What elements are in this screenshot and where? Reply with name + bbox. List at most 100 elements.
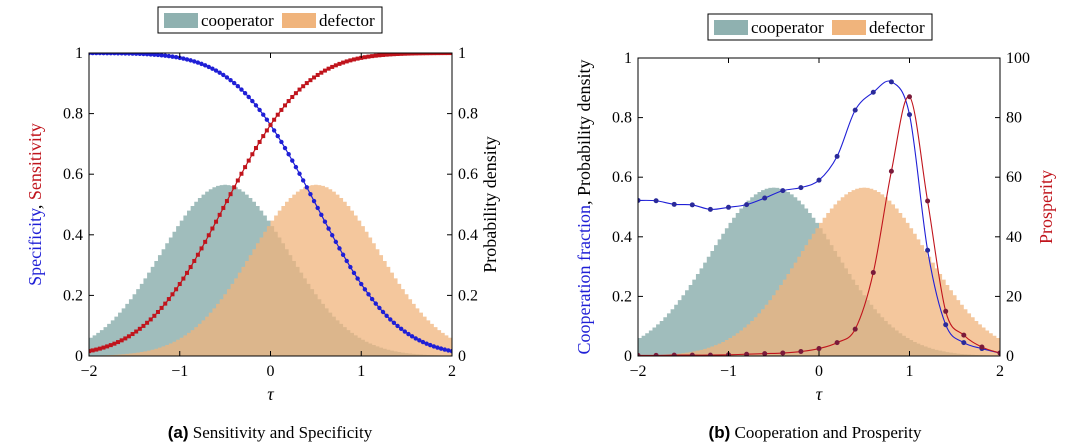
cooperation-fraction-point [762, 195, 768, 201]
sensitivity-point [450, 53, 452, 56]
sensitivity-point [344, 59, 349, 64]
sensitivity-point [195, 252, 200, 257]
y-right-tick-label: 0.4 [458, 227, 478, 244]
sensitivity-point [348, 58, 353, 63]
specificity-point [206, 64, 211, 70]
sensitivity-point [235, 178, 240, 183]
sensitivity-point [90, 348, 95, 353]
specificity-point [253, 103, 259, 108]
cooperation-fraction-point [852, 107, 858, 113]
specificity-point [166, 53, 172, 59]
sensitivity-point [126, 334, 131, 339]
specificity-point [250, 98, 255, 104]
prosperity-point [870, 270, 876, 276]
y-left-tick-label: 0.8 [63, 106, 83, 123]
specificity-point [377, 305, 382, 311]
sensitivity-point [232, 185, 237, 190]
specificity-point [97, 53, 103, 56]
prosperity-point [979, 344, 985, 350]
sensitivity-point [275, 112, 280, 117]
specificity-point [257, 107, 262, 113]
plot-area [638, 79, 1000, 356]
y-right-tick-label: 0.6 [458, 166, 478, 183]
specificity-point [373, 301, 378, 306]
legend-swatch-defector [832, 20, 866, 35]
specificity-point [152, 53, 157, 57]
specificity-point [300, 178, 306, 183]
y-right-tick-label: 0 [458, 348, 466, 365]
cooperation-fraction-point [943, 322, 949, 328]
sensitivity-point [381, 53, 386, 57]
legend-label-cooperator: cooperator [751, 18, 824, 37]
specificity-point [159, 53, 164, 58]
sensitivity-point [134, 329, 139, 334]
sensitivity-point [333, 63, 338, 68]
specificity-point [235, 84, 241, 89]
specificity-point [322, 219, 328, 224]
y-right-axis-label: Probability density [480, 136, 500, 273]
specificity-point [90, 53, 95, 56]
y-left-label-sep: , [574, 196, 594, 205]
specificity-point [246, 94, 251, 100]
specificity-point [304, 185, 309, 190]
sensitivity-point [268, 122, 273, 127]
specificity-point [384, 313, 389, 319]
sensitivity-point [145, 320, 150, 325]
cooperation-fraction-point [834, 153, 840, 159]
cooperation-fraction-point [870, 89, 876, 95]
x-tick-label: −1 [720, 363, 737, 380]
sensitivity-point [105, 344, 110, 349]
specificity-point [232, 80, 237, 86]
prosperity-point [798, 349, 804, 355]
prosperity-point [961, 332, 967, 338]
sensitivity-point [297, 87, 302, 92]
specificity-point [431, 344, 437, 349]
y-left-label-part2: Probability density [574, 60, 594, 197]
y-left-label-part1: Specificity [25, 208, 45, 286]
x-tick-label: 1 [906, 363, 914, 380]
specificity-point [406, 331, 411, 337]
specificity-point [213, 68, 219, 73]
legend-swatch-cooperator [714, 20, 748, 35]
sensitivity-point [362, 55, 367, 60]
prosperity-point [834, 340, 840, 346]
sensitivity-point [388, 53, 393, 57]
y-left-axis-label: Specificity, Sensitivity [25, 123, 45, 286]
specificity-point [228, 77, 233, 83]
cooperation-fraction-point [707, 206, 713, 212]
specificity-point [279, 139, 284, 145]
prosperity-point [943, 308, 949, 314]
sensitivity-point [177, 282, 182, 287]
specificity-point [170, 54, 175, 59]
specificity-point [155, 53, 161, 58]
sensitivity-point [163, 301, 168, 306]
sensitivity-point [283, 103, 288, 108]
y-right-tick-label: 60 [1006, 169, 1022, 186]
prosperity-point [653, 352, 659, 356]
x-tick-label: 2 [448, 363, 456, 380]
panel-caption: (a) Sensitivity and Specificity [168, 423, 373, 442]
specificity-point [181, 56, 186, 61]
legend: cooperator defector [157, 6, 383, 34]
specificity-point [369, 296, 375, 302]
specificity-point [210, 66, 215, 71]
prosperity-point [907, 94, 912, 100]
legend-label-defector: defector [319, 11, 375, 30]
chart-panel-a: −2 −1 0 1 200.20.40.60.8100.20.40.60.81τSpec… [25, 6, 500, 442]
specificity-point [395, 323, 400, 329]
specificity-point [184, 57, 190, 62]
specificity-point [94, 53, 99, 56]
sensitivity-point [395, 53, 400, 57]
defector-density-area [638, 187, 1000, 356]
y-left-tick-label: 0.6 [612, 169, 632, 186]
sensitivity-point [239, 171, 244, 176]
caption-text: Cooperation and Prosperity [730, 423, 922, 442]
specificity-point [435, 345, 440, 350]
y-left-tick-label: 0.4 [612, 229, 632, 246]
cooperation-fraction-point [744, 202, 750, 208]
sensitivity-point [399, 53, 404, 56]
specificity-point [239, 87, 244, 92]
specificity-point [359, 281, 364, 287]
y-left-label-sep: , [25, 200, 45, 209]
sensitivity-point [312, 75, 317, 80]
